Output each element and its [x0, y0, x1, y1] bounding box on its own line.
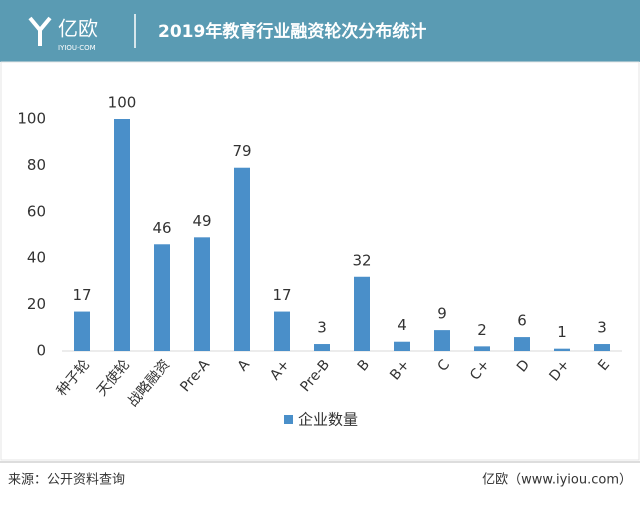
y-tick-label: 80	[27, 156, 46, 174]
value-label: 46	[152, 219, 171, 237]
bar	[234, 167, 250, 351]
x-tick-label: D+	[546, 357, 573, 385]
x-tick-label: 种子轮	[54, 357, 93, 399]
bar	[514, 337, 530, 351]
x-tick-label: 战略融资	[125, 357, 173, 410]
value-label: 79	[232, 142, 251, 160]
x-tick-label: E	[595, 357, 613, 374]
bar	[194, 237, 210, 351]
x-tick-label: B+	[387, 357, 413, 384]
bar	[594, 344, 610, 351]
x-tick-label: C+	[467, 357, 493, 384]
x-tick-label: 天使轮	[93, 356, 133, 399]
y-tick-label: 0	[36, 342, 46, 360]
value-label: 1	[557, 323, 567, 341]
bar	[554, 348, 570, 351]
bar	[154, 244, 170, 351]
logo-text: 亿欧	[58, 17, 98, 41]
value-label: 32	[352, 251, 371, 269]
bar	[274, 311, 290, 351]
value-label: 100	[108, 94, 137, 112]
chart-frame	[0, 61, 640, 461]
bar	[434, 330, 450, 351]
value-label: 3	[597, 319, 607, 337]
bar	[354, 276, 370, 351]
x-tick-label: Pre-A	[177, 357, 213, 396]
bar	[314, 344, 330, 351]
x-tick-label: A	[235, 357, 254, 375]
header-band	[0, 0, 640, 62]
value-label: 2	[477, 321, 487, 339]
footer-site: 亿欧（www.iyiou.com）	[482, 473, 632, 488]
value-label: 17	[72, 286, 91, 304]
x-tick-label: Pre-B	[297, 357, 333, 395]
value-label: 4	[397, 316, 407, 334]
footer-source: 来源：公开资料查询	[8, 473, 125, 488]
x-tick-label: C	[435, 357, 454, 375]
x-tick-label: D	[514, 357, 533, 376]
x-tick-label: A+	[267, 357, 293, 384]
legend-label: 企业数量	[298, 411, 358, 429]
logo-mark	[28, 16, 52, 46]
header-title: 2019年教育行业融资轮次分布统计	[158, 21, 426, 42]
bar	[394, 341, 410, 351]
x-tick-label: B	[355, 357, 373, 375]
value-label: 3	[317, 319, 327, 337]
bar	[114, 119, 130, 351]
y-tick-label: 100	[17, 110, 46, 128]
value-label: 6	[517, 312, 527, 330]
value-label: 9	[437, 305, 447, 323]
y-tick-label: 60	[27, 202, 46, 220]
value-label: 49	[192, 212, 211, 230]
bar	[474, 346, 490, 351]
legend-swatch	[284, 415, 293, 424]
value-label: 17	[272, 286, 291, 304]
bar	[74, 311, 90, 351]
y-tick-label: 20	[27, 295, 46, 313]
y-tick-label: 40	[27, 249, 46, 267]
logo-sub: IYIOU·COM	[58, 44, 96, 52]
